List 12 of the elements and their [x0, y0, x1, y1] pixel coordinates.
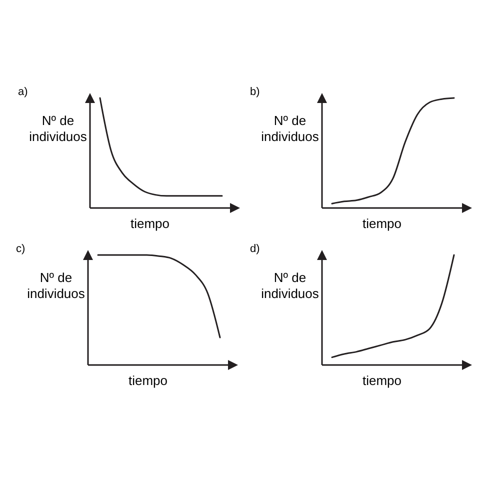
- chart-title: c): [16, 243, 26, 255]
- y-axis-title: Nº de individuos: [261, 113, 320, 144]
- x-axis-title: tiempo: [130, 216, 170, 231]
- chart-title: d): [250, 243, 260, 255]
- y-axis-title: Nº de individuos: [29, 113, 88, 144]
- chart-title: a): [18, 86, 28, 98]
- x-axis-title: tiempo: [362, 373, 402, 388]
- x-axis-title: tiempo: [128, 373, 168, 388]
- x-axis-title: tiempo: [362, 216, 402, 231]
- y-axis-title: Nº de individuos: [261, 270, 320, 301]
- y-axis-title: Nº de individuos: [27, 270, 86, 301]
- chart-title: b): [250, 86, 260, 98]
